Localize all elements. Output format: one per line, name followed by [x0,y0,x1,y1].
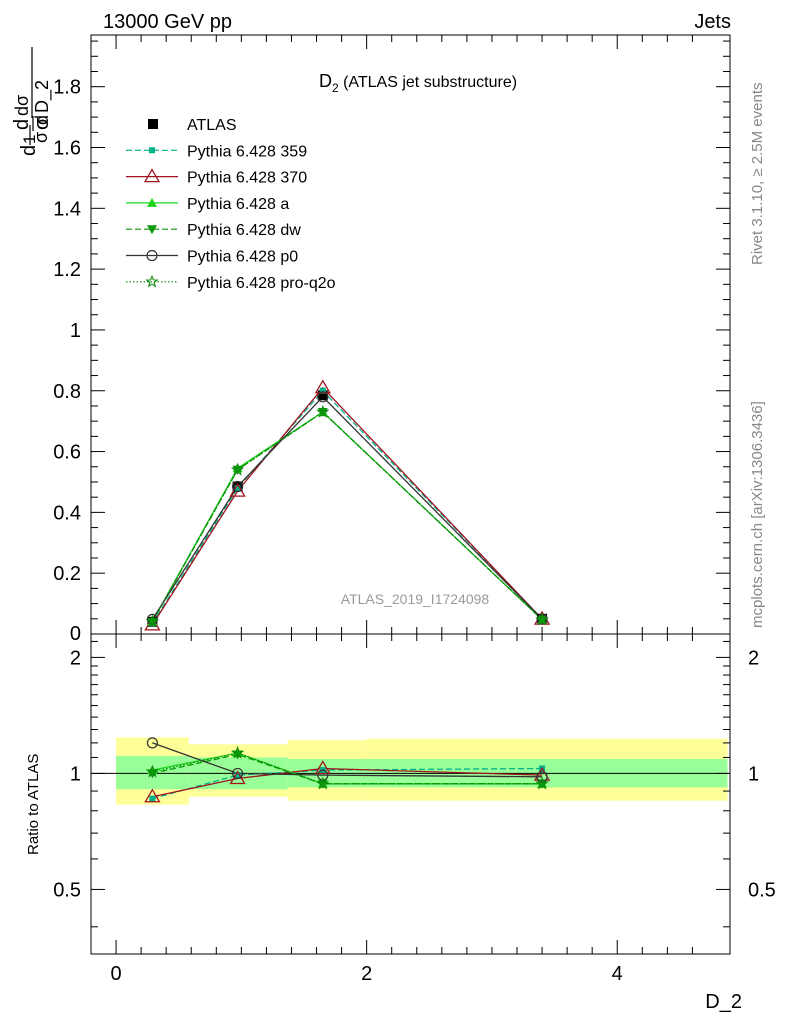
x-axis-label: D_2 [705,991,742,1013]
main-axis-ticks: 0.2 0.4 0.6 0.8 1 1.2 1.4 1.6 1.8 0 [53,35,730,645]
ratio-series-line [152,767,543,800]
series-marker [316,404,330,418]
y-tick-label: 0.4 [53,502,81,524]
y-tick-label: 0.6 [53,442,81,464]
legend-label: Pythia 6.428 pro-q2o [187,275,336,292]
ratio-series-line [152,752,543,785]
series-line [151,411,543,622]
legend-marker [146,249,158,262]
series-line [151,395,543,620]
series-marker [317,391,329,403]
y-tick-label: 0.2 [53,563,81,585]
svg-text:d: d [18,145,40,156]
plot-title: D2 (ATLAS jet substructure) [319,71,517,95]
ratio-series-marker [234,772,241,779]
svg-text:dσ: dσ [12,95,32,116]
plot-title-subscript: 2 [332,81,339,95]
ratio-axis-ticks: 0.5 0.5 1 1 2 2 0 2 4 [53,634,776,985]
y-tick-label-zero: 0 [70,623,81,645]
svg-text:d: d [11,119,33,130]
x-tick-label: 4 [612,963,623,985]
ratio-series-marker [231,767,244,780]
rivet-version-label: Rivet 3.1.10, ≥ 2.5M events [749,83,766,266]
ratio-series-marker [317,769,329,781]
ratio-y-tick-label-right: 0.5 [748,879,776,901]
ratio-series-marker [535,776,549,790]
y-tick-label: 0.8 [53,381,81,403]
ratio-y-axis-label: Ratio to ATLAS [25,754,42,855]
legend-marker [147,197,157,207]
ratio-y-tick-label: 2 [70,647,81,669]
y-tick-label: 1 [70,320,81,342]
y-tick-label: 1.4 [53,198,81,220]
data-point [317,390,328,401]
main-y-axis-label-text: d 1 σ dσ D_2 d [12,47,53,156]
ratio-y-tick-label-right: 2 [748,647,759,669]
svg-text:σ: σ [31,117,53,130]
series-line [151,389,543,624]
ratio-plot: 0.5 0.5 1 1 2 2 0 2 4 [53,633,776,985]
series-marker [314,379,331,394]
ratio-series-marker [536,771,548,783]
main-plot: 0.2 0.4 0.6 0.8 1 1.2 1.4 1.6 1.8 0 D2 (ATLAS jet… [53,34,731,645]
series-marker [230,462,245,476]
y-tick-label: 1.2 [53,259,81,281]
legend-label: Pythia 6.428 359 [187,143,307,160]
series-line [151,386,543,626]
series-marker [234,485,241,492]
legend-label: ATLAS [187,117,237,134]
ratio-series-marker [314,760,331,775]
y-tick-label: 1.8 [53,77,81,99]
legend-label: Pythia 6.428 p0 [187,249,298,266]
x-tick-label: 0 [110,963,121,985]
main-y-axis-label: d σ [11,116,53,131]
ratio-y-tick-label-right: 1 [748,763,759,785]
svg-text:D_2: D_2 [32,80,53,113]
legend-marker [147,225,157,235]
series-marker [535,612,549,626]
ratio-series-markers [144,737,551,803]
ratio-series-line [152,767,543,798]
ratio-series-marker [144,788,161,803]
main-series-lines [151,386,543,626]
legend-marker [149,147,155,154]
x-tick-label: 2 [361,963,372,985]
legend-marker-data [148,119,158,129]
ratio-y-tick-label: 1 [70,763,81,785]
header-process-label: Jets [694,11,731,33]
svg-text:d: d [32,115,52,125]
plot-title-suffix: (ATLAS jet substructure) [339,74,517,91]
series-marker [145,614,160,628]
ratio-series-marker [145,764,160,778]
ratio-y-tick-label: 0.5 [53,879,81,901]
ratio-series-line [152,742,543,778]
header-energy-label: 13000 GeV pp [103,11,232,33]
ratio-plot-frame [90,633,731,955]
ratio-series-marker [146,737,158,749]
ratio-series-marker [230,745,245,759]
ratio-series-marker [316,776,330,790]
legend-label: Pythia 6.428 a [187,196,289,213]
mcplots-label: mcplots.cern.ch [arXiv:1306.3436] [749,401,766,628]
svg-text:σ: σ [31,132,51,143]
main-series-markers [144,379,551,631]
legend: ATLAS Pythia 6.428 359 Pythia 6.428 370 Pyt… [126,117,336,292]
y-tick-label: 1.6 [53,138,81,160]
legend-marker [143,168,161,183]
series-marker [231,480,244,493]
legend-label: Pythia 6.428 370 [187,170,307,187]
series-marker [319,387,326,394]
ratio-series-marker [149,795,156,802]
legend-marker [145,274,159,288]
analysis-watermark: ATLAS_2019_I1724098 [341,591,490,607]
ratio-series-lines [152,742,543,800]
legend-label: Pythia 6.428 dw [187,222,301,239]
